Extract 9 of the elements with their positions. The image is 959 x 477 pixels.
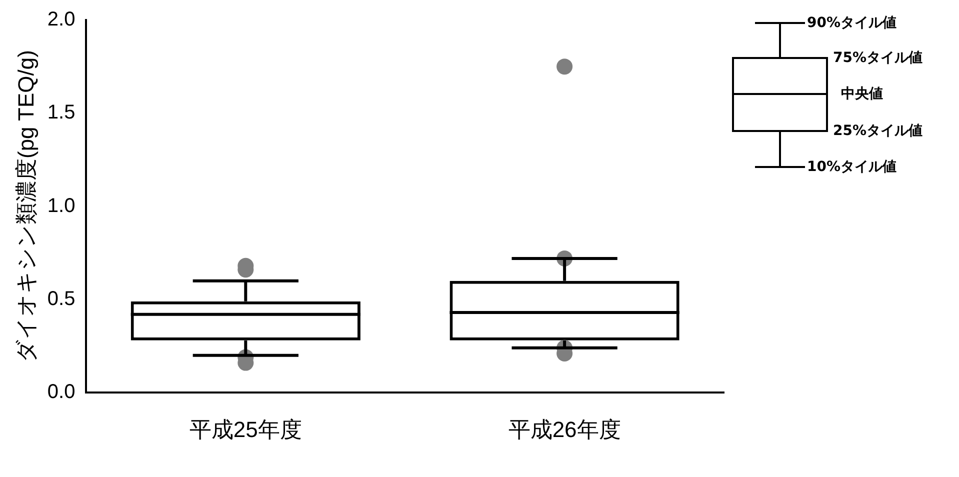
y-tick-label: 2.0 xyxy=(47,8,76,31)
box-diagram: 90%タイル値 75%タイル値 中央値 25%タイル値 10%タイル値 xyxy=(725,14,955,184)
y-tick-label: 0.0 xyxy=(47,381,76,404)
y-tick-label: 0.5 xyxy=(47,288,76,310)
y-tick-label: 1.5 xyxy=(47,102,76,124)
x-tick-label: 平成25年度 xyxy=(189,416,302,442)
x-tick-label: 平成26年度 xyxy=(508,416,621,442)
y-tick-label: 1.0 xyxy=(47,194,76,217)
y-axis-title: ダイオキシン類濃度(pg TEQ/g) xyxy=(13,50,38,363)
